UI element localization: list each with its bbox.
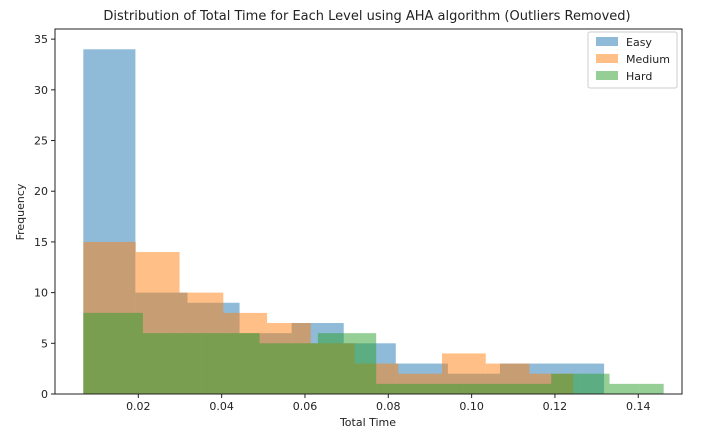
bar-hard-17	[580, 373, 610, 394]
y-tick-label: 5	[41, 337, 48, 350]
bar-hard-19	[638, 383, 664, 394]
y-tick-label: 25	[34, 135, 48, 148]
axes-frame	[54, 28, 683, 395]
bar-hard-0	[83, 312, 114, 394]
x-tick-label: 0.14	[626, 400, 651, 413]
bar-hard-5	[230, 333, 260, 394]
bar-hard-10	[376, 383, 406, 394]
bar-hard-8	[317, 333, 348, 394]
x-tick-label: 0.02	[126, 400, 151, 413]
bar-hard-18	[609, 383, 639, 394]
bar-hard-4	[201, 333, 231, 394]
chart-title: Distribution of Total Time for Each Leve…	[103, 9, 630, 24]
legend-label-easy: Easy	[626, 36, 652, 49]
y-axis-label: Frequency	[14, 183, 27, 240]
y-tick-label: 10	[34, 287, 48, 300]
bar-hard-2	[142, 333, 173, 394]
bar-hard-7	[288, 343, 318, 394]
y-tick-label: 20	[34, 185, 48, 198]
y-tick-label: 15	[34, 236, 48, 249]
legend-swatch-hard	[596, 71, 618, 80]
bar-hard-9	[347, 333, 377, 394]
y-tick-label: 30	[34, 84, 48, 97]
x-axis-ticks: 0.02 0.04 0.06 0.08 0.10 0.12 0.14	[126, 394, 651, 413]
y-tick-label: 0	[41, 388, 48, 401]
x-tick-label: 0.12	[543, 400, 568, 413]
y-axis-ticks: 0 5 10 15 20 25 30 35	[34, 33, 55, 401]
bar-hard-13	[463, 383, 493, 394]
bar-hard-12	[434, 383, 464, 394]
bars-group	[83, 49, 664, 394]
legend-label-medium: Medium	[626, 53, 670, 66]
x-axis-label: Total Time	[339, 416, 396, 429]
bar-hard-3	[172, 333, 202, 394]
bar-hard-11	[405, 383, 435, 394]
bar-hard-15	[522, 383, 552, 394]
legend-label-hard: Hard	[626, 70, 652, 83]
bar-hard-14	[492, 383, 523, 394]
x-tick-label: 0.06	[293, 400, 318, 413]
x-tick-label: 0.10	[459, 400, 484, 413]
bar-hard-1	[113, 312, 143, 394]
y-tick-label: 35	[34, 33, 48, 46]
x-tick-label: 0.04	[209, 400, 234, 413]
bar-hard-6	[259, 343, 289, 394]
legend: Easy Medium Hard	[587, 31, 678, 89]
legend-swatch-medium	[596, 54, 618, 63]
x-tick-label: 0.08	[376, 400, 401, 413]
bar-hard-16	[551, 373, 581, 394]
legend-swatch-easy	[596, 37, 618, 46]
